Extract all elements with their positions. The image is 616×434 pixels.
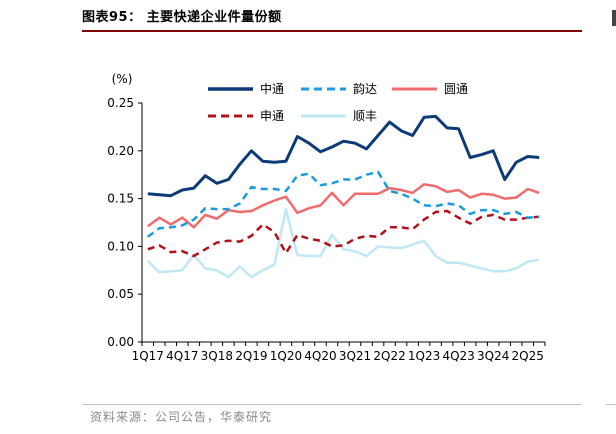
figure-title: 图表95： 主要快递企业件量份额 [82, 10, 282, 25]
x-tick-label: 3Q18 [201, 349, 233, 363]
y-tick-label: 0.05 [107, 287, 134, 301]
series-line-yunda [147, 170, 540, 238]
edge-rule [606, 404, 616, 405]
y-axis-unit-label: (%) [112, 72, 133, 86]
source-divider [82, 404, 582, 405]
title-divider [82, 30, 582, 32]
x-tick-label: 4Q17 [166, 349, 198, 363]
y-tick-label: 0.10 [107, 239, 134, 253]
x-tick-label: 2Q25 [512, 349, 544, 363]
x-tick-label: 2Q22 [373, 349, 405, 363]
series-line-sf [146, 207, 540, 279]
x-tick-label: 4Q23 [442, 349, 474, 363]
legend-label-sf: 顺丰 [353, 109, 377, 123]
x-tick-label: 1Q20 [270, 349, 302, 363]
x-tick-label: 3Q21 [339, 349, 371, 363]
figure-title-area: 图表95： 主要快递企业件量份额 [82, 6, 582, 32]
series-line-zto [147, 114, 540, 198]
y-tick-label: 0.20 [107, 144, 134, 158]
legend-label-zto: 中通 [260, 81, 284, 96]
chart-series-lines [146, 114, 540, 279]
x-tick-label: 1Q17 [132, 349, 164, 363]
legend-label-yto: 圆通 [444, 82, 468, 96]
x-tick-label: 4Q20 [304, 349, 336, 363]
legend-label-sto: 申通 [260, 109, 284, 123]
y-tick-label: 0.00 [107, 335, 134, 349]
y-tick-label: 0.25 [107, 96, 134, 110]
chart-axes: 0.000.050.100.150.200.25(%)1Q17 4Q17 3Q18 2… [107, 72, 546, 363]
x-tick-label: 3Q24 [477, 349, 509, 363]
legend-label-yunda: 韵达 [353, 81, 377, 96]
x-tick-label: 1Q23 [408, 349, 440, 363]
figure-source: 资料来源：公司公告，华泰研究 [90, 410, 273, 424]
y-tick-label: 0.15 [107, 192, 134, 206]
x-tick-label: 2Q19 [235, 349, 267, 363]
edge-marker [612, 10, 616, 26]
series-line-yto [147, 183, 540, 229]
